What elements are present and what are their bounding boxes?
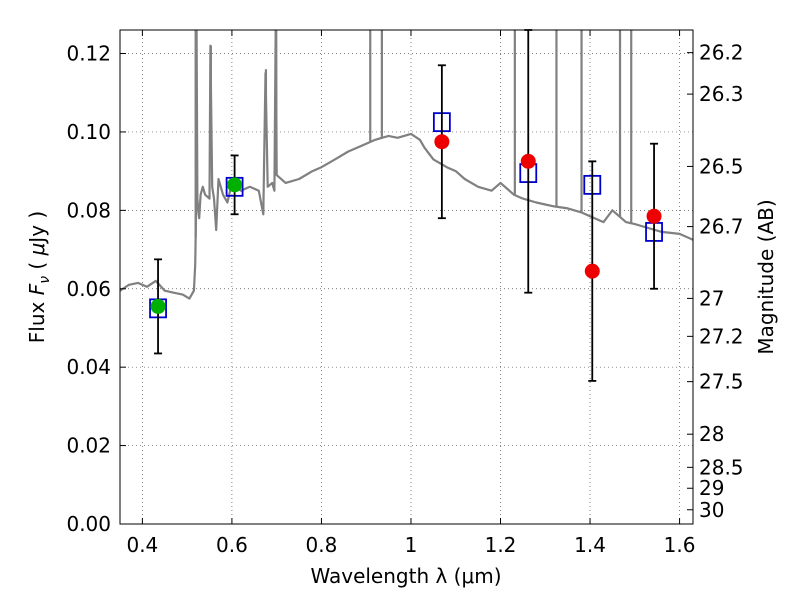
y2-tick-label: 26.7 — [699, 215, 744, 239]
observed-flux-point — [434, 134, 450, 150]
y-tick-label: 0.00 — [66, 512, 111, 536]
y2-tick-label: 28.5 — [699, 455, 744, 479]
y-tick-label: 0.04 — [66, 355, 111, 379]
y2-tick-label: 26.2 — [699, 41, 744, 65]
spectrum-layer — [120, 30, 693, 300]
observed-flux-point — [227, 177, 243, 193]
points-layer — [149, 29, 663, 382]
x-tick-label: 1.2 — [485, 533, 517, 557]
x-tick-label: 1.4 — [574, 533, 606, 557]
y-axis-label: Flux Fν ( μJy ) — [25, 211, 53, 343]
y2-tick-label: 27 — [699, 286, 724, 310]
y-tick-label: 0.08 — [66, 198, 111, 222]
x-tick-label: 1.6 — [664, 533, 696, 557]
x-tick-label: 0.8 — [306, 533, 338, 557]
plot-frame — [119, 29, 694, 525]
x-tick-label: 0.6 — [216, 533, 248, 557]
y2-tick-label: 26.5 — [699, 154, 744, 178]
y2-tick-label: 30 — [699, 498, 724, 522]
observed-flux-point — [520, 153, 536, 169]
x-tick-label: 1 — [405, 533, 418, 557]
y-tick-label: 0.10 — [66, 120, 111, 144]
observed-flux-point — [584, 263, 600, 279]
y2-tick-label: 26.3 — [699, 82, 744, 106]
y-tick-label: 0.02 — [66, 434, 111, 458]
x-tick-label: 0.4 — [126, 533, 158, 557]
y-tick-label: 0.06 — [66, 277, 111, 301]
observed-flux-point — [646, 208, 662, 224]
grid — [120, 30, 693, 525]
y2-axis-label: Magnitude (AB) — [754, 199, 778, 354]
y2-tick-label: 27.5 — [699, 370, 744, 394]
x-axis: 0.4 0.6 0.8 1 1.2 1.4 1.6 — [126, 30, 695, 557]
y-axis: 0.00 0.02 0.04 0.06 0.08 0.10 0.12 — [66, 42, 126, 536]
observed-flux-point — [150, 298, 166, 314]
y2-tick-label: 27.2 — [699, 324, 744, 348]
spectrum-line — [120, 30, 693, 300]
y2-tick-label: 28 — [699, 422, 724, 446]
y-tick-label: 0.12 — [66, 42, 111, 66]
y2-tick-label: 29 — [699, 476, 724, 500]
x-axis-label: Wavelength λ (μm) — [310, 564, 501, 588]
